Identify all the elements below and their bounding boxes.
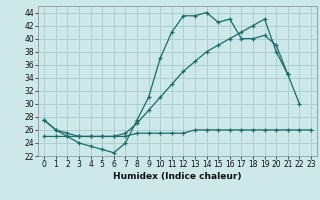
X-axis label: Humidex (Indice chaleur): Humidex (Indice chaleur) — [113, 172, 242, 181]
